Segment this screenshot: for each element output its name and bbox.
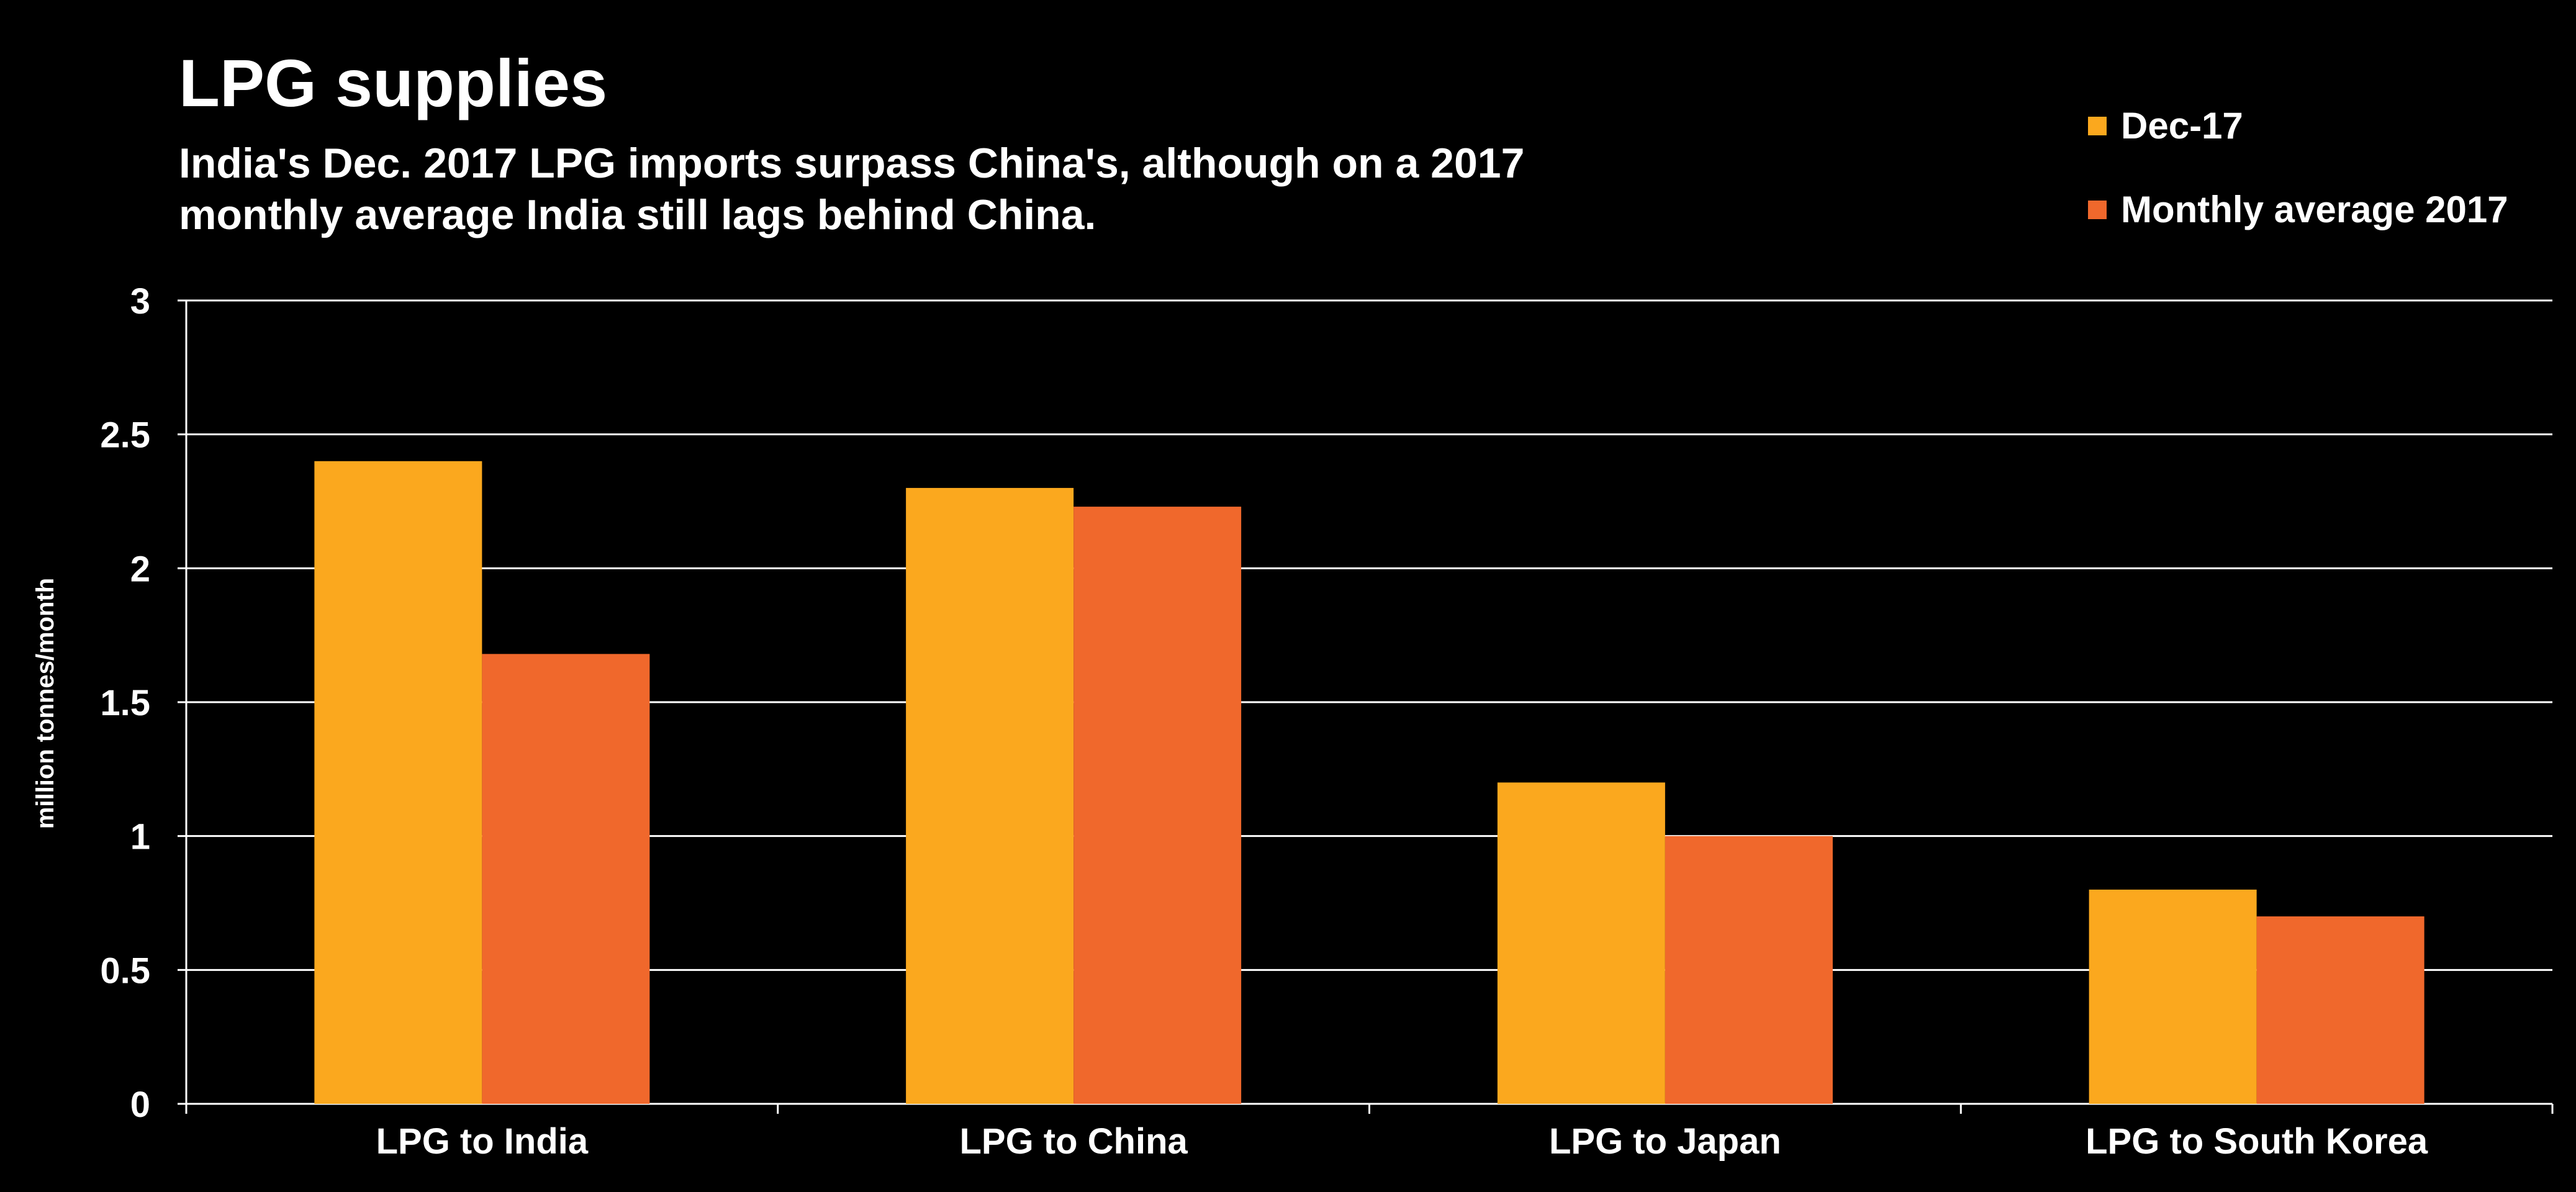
bar-dec-17-lpg-to-india: [314, 461, 482, 1104]
legend-swatch-monthly-average-2017: [2088, 201, 2107, 219]
y-axis-title: million tonnes/month: [32, 578, 59, 829]
x-tick-label-lpg-to-south-korea: LPG to South Korea: [2086, 1121, 2428, 1162]
bar-monthly-average-2017-lpg-to-india: [482, 654, 650, 1104]
y-tick-label: 1.5: [100, 683, 150, 723]
y-tick-label: 0.5: [100, 950, 150, 991]
bar-monthly-average-2017-lpg-to-china: [1073, 507, 1242, 1104]
y-tick-label: 2.5: [100, 415, 150, 456]
bar-dec-17-lpg-to-south-korea: [2089, 889, 2257, 1104]
y-tick-label: 3: [130, 281, 150, 322]
chart-subtitle-line-2: monthly average India still lags behind …: [179, 191, 1096, 238]
legend-swatch-dec-17: [2088, 117, 2107, 135]
x-tick-label-lpg-to-japan: LPG to Japan: [1549, 1121, 1781, 1162]
chart-title: LPG supplies: [179, 45, 608, 120]
legend-label-dec-17: Dec-17: [2121, 105, 2243, 147]
bar-dec-17-lpg-to-japan: [1497, 782, 1665, 1104]
y-tick-label: 1: [130, 817, 150, 857]
x-tick-label-lpg-to-china: LPG to China: [959, 1121, 1188, 1162]
chart-subtitle: India's Dec. 2017 LPG imports surpass Ch…: [179, 138, 1524, 241]
bar-monthly-average-2017-lpg-to-japan: [1665, 836, 1833, 1104]
chart-subtitle-line-1: India's Dec. 2017 LPG imports surpass Ch…: [179, 140, 1525, 187]
bar-monthly-average-2017-lpg-to-south-korea: [2256, 916, 2425, 1104]
y-tick-label: 0: [130, 1085, 150, 1125]
x-tick-label-lpg-to-india: LPG to India: [376, 1121, 589, 1162]
y-tick-label: 2: [130, 549, 150, 589]
legend-label-monthly-average-2017: Monthly average 2017: [2121, 189, 2508, 230]
bar-dec-17-lpg-to-china: [906, 487, 1074, 1104]
